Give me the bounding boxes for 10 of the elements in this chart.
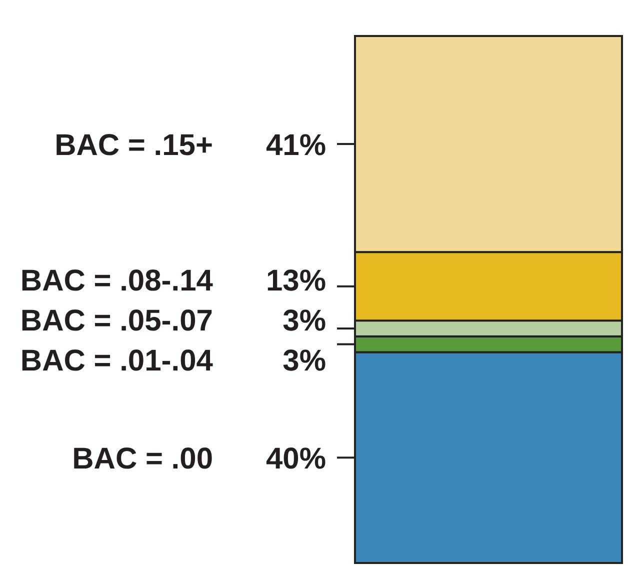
data-label: 41%: [266, 128, 326, 162]
data-label: 40%: [266, 442, 326, 476]
text: BAC = .05-.07: [20, 304, 213, 338]
text: BAC = .15+: [54, 128, 213, 162]
data-label: 3%: [282, 344, 326, 378]
data-label: 3%: [282, 304, 326, 338]
text: BAC = .00: [72, 442, 213, 476]
text: BAC = .01-.04: [20, 344, 214, 378]
text: BAC = .08-.14: [20, 264, 214, 298]
data-label: 13%: [266, 264, 326, 298]
